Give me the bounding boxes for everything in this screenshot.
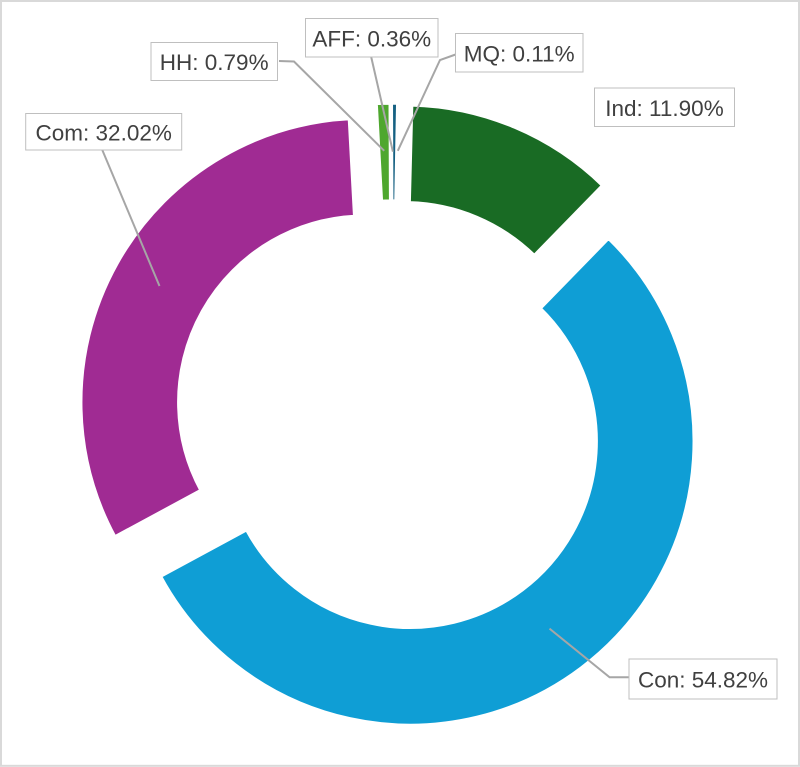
svg-text:Con: 54.82%: Con: 54.82% (638, 668, 768, 693)
svg-text:AFF: 0.36%: AFF: 0.36% (312, 27, 431, 52)
svg-text:MQ: 0.11%: MQ: 0.11% (464, 42, 575, 67)
svg-text:Com: 32.02%: Com: 32.02% (36, 120, 172, 145)
svg-text:Ind: 11.90%: Ind: 11.90% (605, 96, 723, 121)
svg-text:HH: 0.79%: HH: 0.79% (160, 50, 269, 75)
